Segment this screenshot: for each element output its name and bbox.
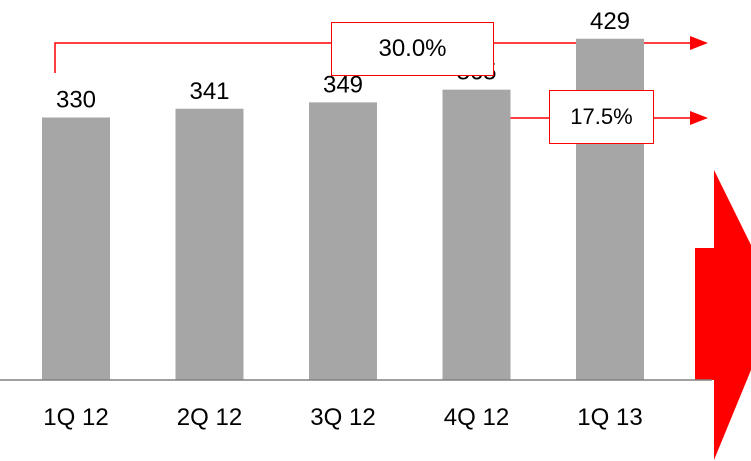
growth-label-17: 17.5%	[549, 90, 654, 144]
bar-4q-12	[442, 89, 511, 380]
growth-bracket-17	[503, 117, 549, 150]
category-label: 1Q 12	[43, 404, 108, 431]
bar-1q-12	[42, 117, 110, 380]
category-label: 3Q 12	[310, 404, 375, 431]
bar-2q-12	[175, 108, 244, 380]
big-red-arrow	[695, 170, 751, 460]
value-label: 429	[590, 8, 630, 35]
growth-label-30: 30.0%	[331, 22, 494, 76]
category-label: 4Q 12	[444, 404, 509, 431]
category-labels-group: 1Q 12 2Q 12 3Q 12 4Q 12 1Q 13	[43, 404, 642, 431]
category-label: 1Q 13	[577, 404, 642, 431]
value-label: 341	[189, 78, 229, 105]
growth-arrowhead-17	[690, 111, 708, 125]
growth-arrowhead-30	[690, 36, 708, 50]
bar-3q-12	[309, 102, 377, 381]
growth-bracket-30	[54, 42, 331, 73]
value-label: 330	[56, 87, 96, 114]
bars-group	[42, 38, 644, 381]
category-label: 2Q 12	[177, 404, 242, 431]
